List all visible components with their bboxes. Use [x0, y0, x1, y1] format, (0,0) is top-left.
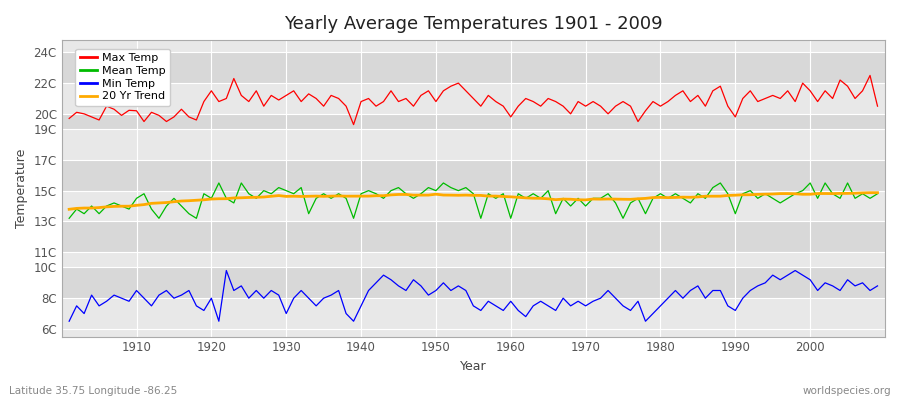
Bar [62, 268, 885, 298]
Bar [62, 114, 885, 129]
Text: worldspecies.org: worldspecies.org [803, 386, 891, 396]
Bar [62, 252, 885, 268]
Bar [62, 298, 885, 329]
Bar [62, 221, 885, 252]
Bar [62, 83, 885, 114]
Bar [62, 129, 885, 160]
Title: Yearly Average Temperatures 1901 - 2009: Yearly Average Temperatures 1901 - 2009 [284, 15, 662, 33]
Bar [62, 52, 885, 83]
X-axis label: Year: Year [460, 360, 487, 373]
Text: Latitude 35.75 Longitude -86.25: Latitude 35.75 Longitude -86.25 [9, 386, 177, 396]
Bar [62, 160, 885, 191]
Y-axis label: Temperature: Temperature [15, 149, 28, 228]
Legend: Max Temp, Mean Temp, Min Temp, 20 Yr Trend: Max Temp, Mean Temp, Min Temp, 20 Yr Tre… [76, 49, 170, 106]
Bar [62, 191, 885, 221]
